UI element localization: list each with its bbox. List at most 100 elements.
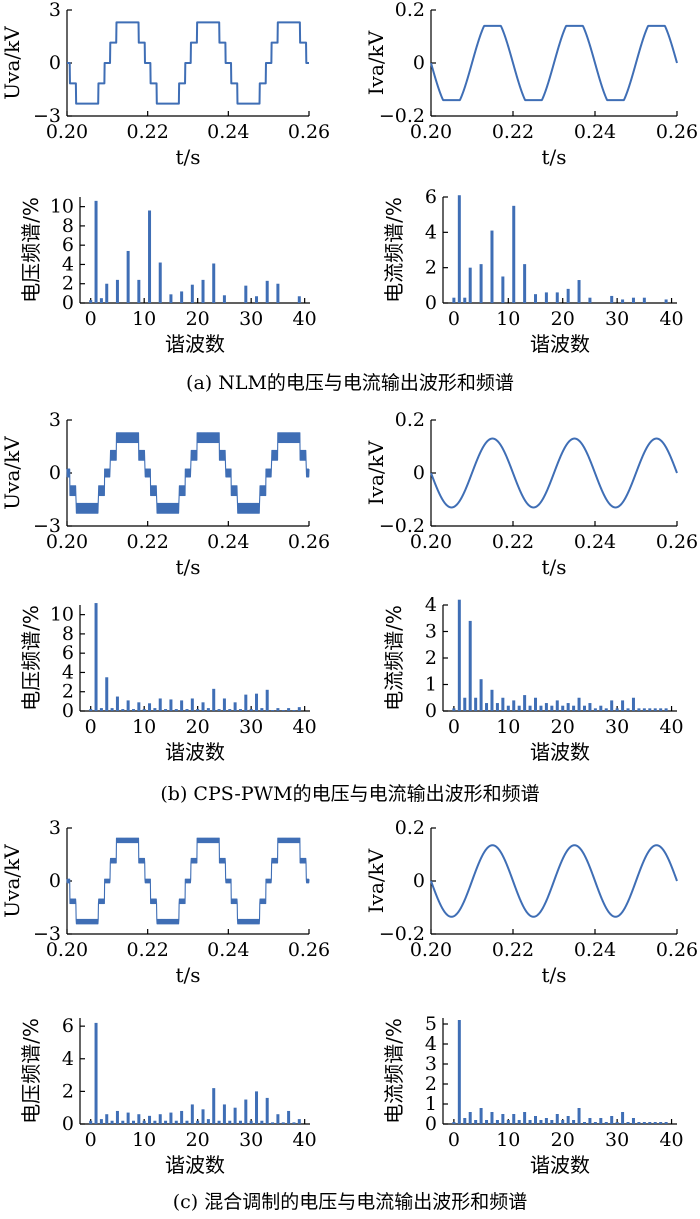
spectrum-bar <box>201 1109 205 1124</box>
spectrum-bar <box>457 599 461 711</box>
y-tick-label: 8 <box>62 215 74 237</box>
spectrum-bar <box>544 703 548 711</box>
x-tick-label: 10 <box>496 308 520 330</box>
spectrum-bar <box>292 710 296 711</box>
spectrum-bar <box>572 705 576 711</box>
spectrum-bar <box>637 708 641 711</box>
spectrum-bar <box>217 709 221 711</box>
x-axis-label: t/s <box>175 555 200 579</box>
y-tick-label: 0 <box>413 52 425 74</box>
spectrum-bar <box>610 295 614 303</box>
x-tick-label: 10 <box>132 716 156 738</box>
x-tick-label: 30 <box>605 716 629 738</box>
spectrum-bar <box>501 1114 505 1124</box>
x-tick-label: 0.20 <box>46 121 88 143</box>
spectrum-bar <box>631 1118 635 1124</box>
spectrum-bar <box>572 1120 576 1124</box>
spectrum-bar <box>94 200 98 303</box>
chart-c-voltage: −3 0 3 0.20 0.22 0.24 0.26 t/s Uva/kV <box>0 817 330 987</box>
spectrum-bar <box>593 708 597 711</box>
y-tick-label: 3 <box>49 817 61 839</box>
x-tick-label: 20 <box>186 308 210 330</box>
y-tick-label: 6 <box>62 234 74 256</box>
spectrum-bar <box>501 697 505 711</box>
spectrum-bar <box>265 280 269 303</box>
spectrum-bar <box>287 1110 291 1124</box>
y-tick-label: −0.2 <box>379 923 425 945</box>
spectrum-bar <box>158 262 162 303</box>
chart-c-voltage-spectrum: 0 2 4 6 0 10 20 30 40 谐波数 电压频谱/% <box>19 1015 317 1177</box>
spectrum-bar <box>593 1122 597 1124</box>
x-tick-label: 0.20 <box>410 939 452 961</box>
spectrum-bar <box>169 294 173 303</box>
spectrum-bar <box>276 1114 280 1124</box>
spectrum-bar <box>244 694 248 711</box>
y-axis-label: Iva/kV <box>364 30 388 95</box>
spectrum-bar <box>244 1099 248 1124</box>
spectrum-bar <box>158 1114 162 1124</box>
spectrum-bar <box>276 708 280 711</box>
spectrum-bar <box>121 1120 125 1124</box>
chart-c-current: −0.2 0 0.2 0.20 0.22 0.24 0.26 t/s Iva/kV <box>364 817 698 987</box>
spectrum-bar <box>255 693 259 711</box>
spectrum-bar <box>534 697 538 711</box>
y-tick-label: 2 <box>62 273 74 295</box>
x-tick-label: 0.20 <box>410 531 452 553</box>
y-tick-label: 0 <box>425 1113 437 1135</box>
x-tick-label: 10 <box>496 1129 520 1151</box>
x-tick-label: 0.24 <box>574 121 616 143</box>
spectrum-bar <box>512 1114 516 1124</box>
spectrum-bar <box>99 298 103 303</box>
x-axis-label: t/s <box>175 963 200 987</box>
spectrum-bar <box>222 698 226 711</box>
y-tick-label: 0.2 <box>395 817 425 839</box>
spectrum-bar <box>604 708 608 711</box>
spectrum-bar <box>148 703 152 711</box>
spectrum-bar <box>94 1022 98 1124</box>
y-tick-label: 0 <box>62 700 74 722</box>
spectrum-bar <box>190 284 194 303</box>
spectrum-bar <box>121 709 125 711</box>
spectrum-bar <box>196 1120 200 1124</box>
spectrum-bar <box>599 1118 603 1124</box>
spectrum-bar <box>512 700 516 711</box>
spectrum-bar <box>610 1116 614 1124</box>
x-tick-label: 0.26 <box>656 121 698 143</box>
spectrum-bar <box>174 1120 178 1124</box>
spectrum-bar <box>577 697 581 711</box>
x-tick-label: 0.20 <box>410 121 452 143</box>
spectrum-bar <box>463 697 467 711</box>
y-tick-label: 8 <box>62 623 74 645</box>
x-tick-label: 30 <box>605 1129 629 1151</box>
spectrum-bar <box>271 710 275 711</box>
spectrum-bar <box>653 1122 657 1124</box>
spectrum-bar <box>642 297 646 303</box>
y-tick-label: 0.2 <box>395 409 425 431</box>
spectrum-bar <box>463 1118 467 1124</box>
spectrum-bar <box>659 1122 663 1124</box>
spectrum-bar <box>180 700 184 711</box>
spectrum-bar <box>534 294 538 303</box>
spectrum-bar <box>642 1122 646 1124</box>
spectrum-bar <box>588 1118 592 1124</box>
spectrum-bar <box>137 279 141 303</box>
spectrum-bar <box>265 1097 269 1124</box>
y-axis-label: 电流频谱/% <box>382 1018 406 1124</box>
x-axis-label: 谐波数 <box>165 332 225 356</box>
y-tick-label: 0 <box>49 870 61 892</box>
spectrum-bar <box>105 283 109 303</box>
y-tick-label: 0 <box>62 1113 74 1135</box>
spectrum-bar <box>648 1122 652 1124</box>
x-tick-label: 40 <box>293 308 317 330</box>
spectrum-bar <box>276 283 280 303</box>
x-axis-label: 谐波数 <box>165 740 225 764</box>
spectrum-bar <box>297 707 301 711</box>
spectrum-bar <box>297 1119 301 1124</box>
x-tick-label: 10 <box>132 308 156 330</box>
spectrum-bar <box>212 688 216 711</box>
spectrum-bar <box>180 1110 184 1124</box>
spectrum-bar <box>238 1120 242 1124</box>
x-tick-label: 0 <box>85 1129 97 1151</box>
